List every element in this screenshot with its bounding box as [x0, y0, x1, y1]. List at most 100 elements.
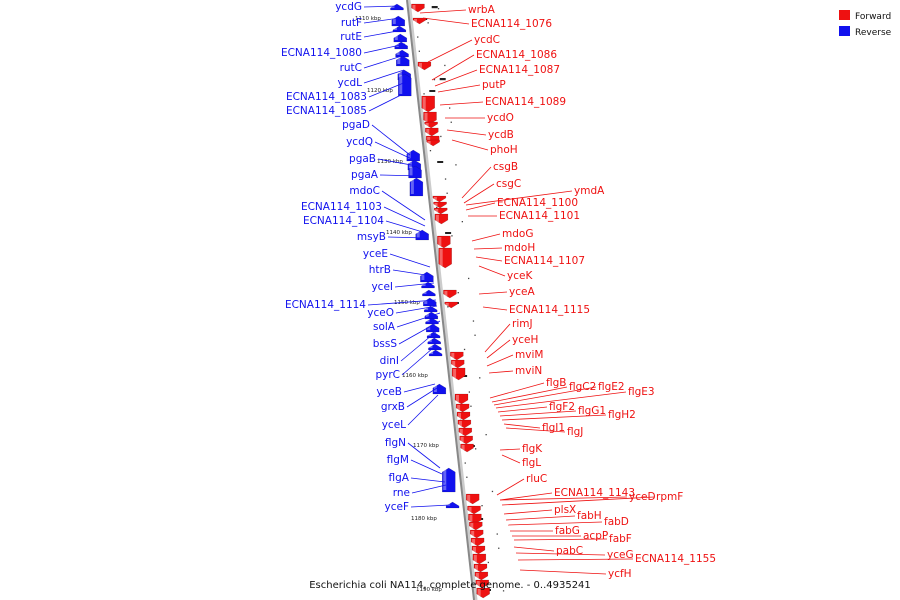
forward-gene-label[interactable]: fabD	[604, 516, 629, 528]
forward-gene-arrow[interactable]	[475, 579, 490, 589]
forward-gene-label[interactable]: pabC	[556, 545, 583, 557]
forward-gene-label[interactable]: ycdB	[488, 129, 514, 141]
reverse-gene-label[interactable]: pgaA	[351, 169, 379, 181]
reverse-gene-label[interactable]: flgA	[389, 472, 410, 484]
forward-gene-arrow[interactable]	[433, 207, 448, 215]
reverse-gene-label[interactable]: ECNA114_1083	[286, 91, 367, 103]
forward-gene-label[interactable]: putP	[482, 79, 506, 91]
forward-gene-label[interactable]: rpmF	[656, 491, 683, 503]
reverse-gene-label[interactable]: ycdL	[337, 77, 362, 89]
reverse-gene-label[interactable]: pyrC	[375, 369, 400, 381]
forward-gene-label[interactable]: yceD	[629, 491, 656, 503]
reverse-gene-label[interactable]: ycdG	[335, 1, 362, 13]
forward-gene-label[interactable]: csgC	[496, 178, 521, 190]
forward-gene-label[interactable]: phoH	[490, 144, 518, 156]
forward-gene-label[interactable]: ECNA114_1076	[471, 18, 552, 30]
reverse-gene-arrow[interactable]	[427, 337, 441, 345]
reverse-gene-label[interactable]: ECNA114_1080	[281, 47, 362, 59]
reverse-gene-arrow[interactable]	[432, 383, 447, 395]
forward-gene-label[interactable]: mdoG	[502, 228, 533, 240]
reverse-gene-label[interactable]: msyB	[357, 231, 386, 243]
reverse-gene-label[interactable]: ECNA114_1085	[286, 105, 367, 117]
forward-gene-label[interactable]: mviN	[515, 365, 542, 377]
forward-gene-arrow[interactable]	[467, 505, 481, 515]
forward-gene-label[interactable]: acpP	[583, 530, 608, 542]
reverse-gene-label[interactable]: yceE	[363, 248, 388, 260]
reverse-gene-label[interactable]: htrB	[369, 264, 391, 276]
reverse-gene-label[interactable]: ycdQ	[346, 136, 373, 148]
forward-gene-label[interactable]: fabF	[609, 533, 632, 545]
reverse-gene-arrow[interactable]	[391, 15, 406, 27]
forward-gene-label[interactable]: mviM	[515, 349, 543, 361]
reverse-gene-label[interactable]: bssS	[373, 338, 398, 350]
forward-gene-label[interactable]: ECNA114_1100	[497, 197, 578, 209]
reverse-gene-label[interactable]: ECNA114_1103	[301, 201, 382, 213]
forward-gene-label[interactable]: flgL	[522, 457, 541, 469]
forward-gene-label[interactable]: ECNA114_1115	[509, 304, 590, 316]
reverse-gene-label[interactable]: yceB	[376, 386, 402, 398]
forward-gene-label[interactable]: flgG1	[578, 405, 606, 417]
forward-gene-label[interactable]: yceA	[509, 286, 535, 298]
forward-gene-arrow[interactable]	[444, 301, 458, 309]
forward-gene-arrow[interactable]	[411, 3, 425, 13]
forward-gene-arrow[interactable]	[465, 493, 480, 505]
reverse-gene-label[interactable]: yceL	[382, 419, 406, 431]
forward-gene-arrow[interactable]	[473, 563, 488, 573]
forward-gene-label[interactable]: ECNA114_1155	[635, 553, 716, 565]
reverse-gene-arrow[interactable]	[428, 349, 443, 357]
forward-gene-arrow[interactable]	[450, 351, 464, 361]
reverse-gene-arrow[interactable]	[425, 317, 439, 325]
forward-gene-label[interactable]: fabG	[555, 525, 580, 537]
forward-gene-arrow[interactable]	[469, 529, 484, 539]
forward-gene-arrow[interactable]	[470, 537, 485, 547]
forward-gene-arrow[interactable]	[432, 195, 447, 203]
forward-gene-arrow[interactable]	[417, 61, 432, 71]
forward-gene-arrow[interactable]	[426, 139, 440, 147]
forward-gene-label[interactable]: flgJ	[567, 426, 583, 438]
forward-gene-label[interactable]: flgE3	[628, 386, 655, 398]
forward-gene-label[interactable]: ycdO	[487, 112, 514, 124]
reverse-gene-label[interactable]: flgM	[387, 454, 409, 466]
reverse-gene-arrow[interactable]	[390, 3, 404, 11]
forward-gene-label[interactable]: flgH2	[608, 409, 636, 421]
forward-gene-arrow[interactable]	[474, 571, 489, 581]
forward-gene-label[interactable]: ycdC	[474, 34, 500, 46]
forward-gene-arrow[interactable]	[425, 127, 439, 137]
reverse-gene-arrow[interactable]	[408, 165, 422, 179]
forward-gene-label[interactable]: ECNA114_1087	[479, 64, 560, 76]
forward-gene-arrow[interactable]	[434, 213, 449, 225]
reverse-gene-arrow[interactable]	[422, 289, 436, 297]
forward-gene-arrow[interactable]	[472, 553, 487, 565]
reverse-gene-label[interactable]: ECNA114_1104	[303, 215, 384, 227]
forward-gene-label[interactable]: yceH	[512, 334, 538, 346]
forward-gene-label[interactable]: csgB	[493, 161, 518, 173]
forward-gene-label[interactable]: ECNA114_1086	[476, 49, 557, 61]
reverse-gene-label[interactable]: yceF	[385, 501, 410, 513]
reverse-gene-label[interactable]: rutC	[340, 62, 362, 74]
forward-gene-label[interactable]: plsX	[554, 504, 576, 516]
forward-gene-label[interactable]: flgB	[546, 377, 566, 389]
reverse-gene-label[interactable]: mdoC	[349, 185, 380, 197]
reverse-gene-arrow[interactable]	[393, 33, 408, 43]
reverse-gene-arrow[interactable]	[442, 467, 456, 493]
forward-gene-arrow[interactable]	[451, 367, 466, 381]
forward-gene-label[interactable]: ymdA	[574, 185, 605, 197]
reverse-gene-label[interactable]: grxB	[381, 401, 405, 413]
forward-gene-arrow[interactable]	[458, 427, 473, 437]
forward-gene-label[interactable]: rimJ	[512, 318, 533, 330]
forward-gene-label[interactable]: yceG	[607, 549, 634, 561]
forward-gene-label[interactable]: ECNA114_1089	[485, 96, 566, 108]
forward-gene-arrow[interactable]	[476, 587, 490, 599]
forward-gene-label[interactable]: wrbA	[468, 4, 496, 16]
forward-gene-label[interactable]: yceK	[507, 270, 533, 282]
reverse-gene-label[interactable]: flgN	[385, 437, 406, 449]
forward-gene-label[interactable]: flgK	[522, 443, 543, 455]
reverse-gene-label[interactable]: rutE	[340, 31, 362, 43]
forward-gene-label[interactable]: ECNA114_1143	[554, 487, 635, 499]
forward-gene-arrow[interactable]	[438, 247, 452, 269]
forward-gene-label[interactable]: ycfH	[608, 568, 632, 580]
reverse-gene-label[interactable]: rutF	[341, 17, 362, 29]
forward-gene-label[interactable]: flgE2	[598, 381, 625, 393]
reverse-gene-label[interactable]: pgaD	[342, 119, 370, 131]
forward-gene-arrow[interactable]	[421, 95, 435, 113]
